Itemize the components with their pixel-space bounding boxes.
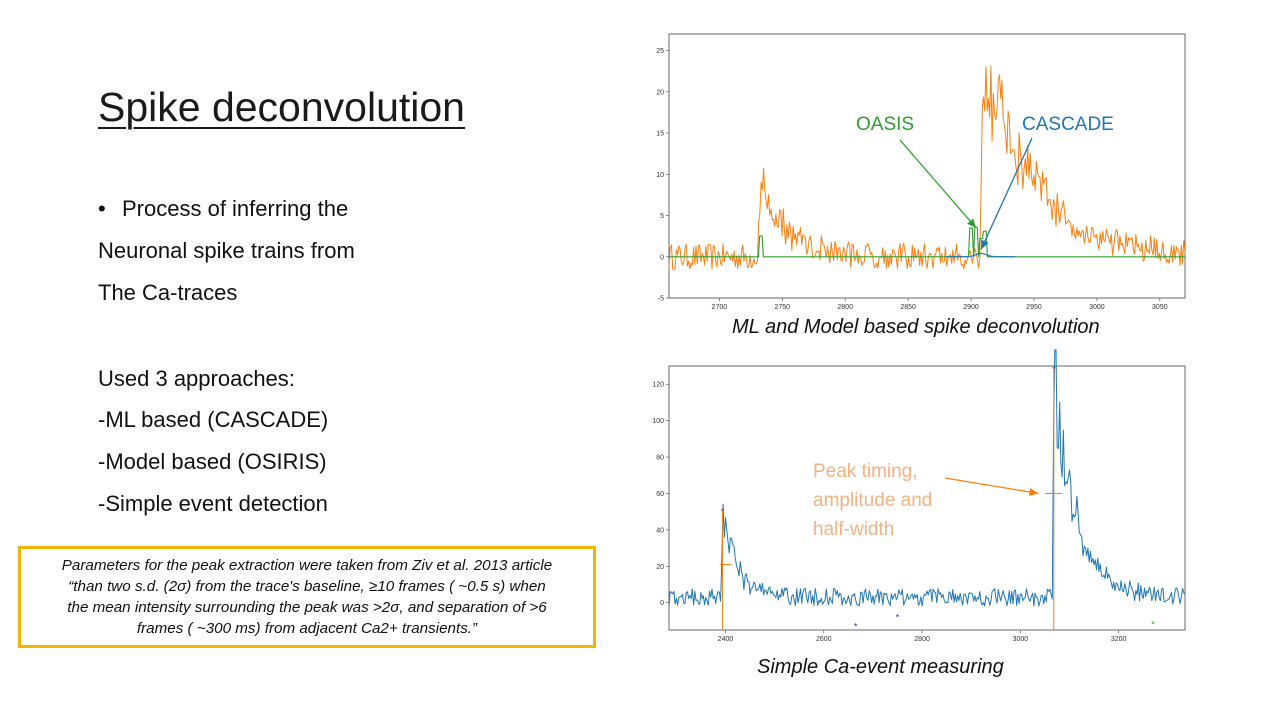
chart-1-xtick-label: 2900 (963, 304, 979, 311)
chart-2-frame (668, 365, 1186, 631)
chart-1-xtick-label: 3000 (1089, 304, 1105, 311)
bullet-line-3: The Ca-traces (98, 280, 238, 305)
quote-line-4: frames ( ~300 ms) from adjacent Ca2+ tra… (136, 620, 478, 637)
peak-annotation-arrow-head (1028, 488, 1039, 496)
chart-1-ytick-label: 15 (656, 131, 664, 138)
caption-top: ML and Model based spike deconvolution (732, 316, 1100, 338)
peak-annotation-line-3: half-width (813, 519, 894, 540)
approach-ml: -ML based (CASCADE) (98, 407, 329, 432)
chart-2-xtick-label: 3200 (1111, 636, 1127, 643)
chart-2-ytick-label: 20 (656, 564, 664, 571)
chart-1-ytick-label: 5 (660, 213, 664, 220)
cascade-label: CASCADE (1022, 114, 1114, 135)
chart-1-ytick-label: 0 (660, 254, 664, 261)
chart-2-ytick-label: 40 (656, 527, 664, 534)
chart-1-ytick-label: 10 (656, 172, 664, 179)
bullet-line-2: Neuronal spike trains from (98, 238, 355, 263)
bullet-dot: • (98, 196, 106, 221)
chart-2-series-trace (668, 349, 1186, 607)
peak-annotation-arrow-line (944, 477, 1039, 495)
chart-2-xtick-label: 3000 (1013, 636, 1029, 643)
chart-1-xtick-label: 3050 (1152, 304, 1168, 311)
quote-box: Parameters for the peak extraction were … (18, 546, 596, 648)
oasis-arrow-head (967, 218, 977, 228)
chart-2-ytick-label: 60 (656, 491, 664, 498)
peak-annotation-line-1: Peak timing, (813, 461, 918, 482)
chart-1-ytick-label: 25 (656, 48, 664, 55)
caption-bottom: Simple Ca-event measuring (757, 656, 1004, 678)
oasis-label: OASIS (856, 114, 914, 135)
quote-line-1: Parameters for the peak extraction were … (61, 557, 553, 574)
minimum-2-marker: * (1151, 620, 1155, 630)
chart-1-series-cascade (945, 252, 1016, 258)
quote-line-2: “than two s.d. (2σ) from the trace's bas… (68, 578, 546, 595)
chart-1-xtick-label: 2700 (712, 304, 728, 311)
chart-1-xtick-label: 2850 (900, 304, 916, 311)
approach-model: -Model based (OSIRIS) (98, 449, 327, 474)
chart-1-frame (668, 33, 1186, 299)
chart-2-ytick-label: 80 (656, 455, 664, 462)
chart-1-series-oasis (669, 226, 1185, 258)
minimum-0-marker: * (854, 621, 858, 631)
minimum-1-marker: * (896, 612, 900, 622)
chart-1-xtick-label: 2950 (1026, 304, 1042, 311)
peak-annotation-line-2: amplitude and (813, 490, 932, 511)
chart-1-ytick-label: -5 (658, 296, 664, 303)
oasis-arrow-line (899, 139, 977, 229)
chart-2-xtick-label: 2800 (914, 636, 930, 643)
approaches-heading: Used 3 approaches: (98, 366, 295, 391)
chart-2-xtick-label: 2400 (718, 636, 734, 643)
approach-event: -Simple event detection (98, 491, 328, 516)
cascade-arrow-line (980, 137, 1033, 250)
chart-2-ytick-label: 0 (660, 600, 664, 607)
chart-1-xtick-label: 2750 (774, 304, 790, 311)
chart-1-xtick-label: 2800 (837, 304, 853, 311)
chart-2-ytick-label: 100 (652, 418, 664, 425)
peak-0-marker: * (721, 507, 725, 517)
chart-1-ytick-label: 20 (656, 89, 664, 96)
chart-2-ytick-label: 120 (652, 382, 664, 389)
chart-1-series-raw-trace (668, 65, 1186, 271)
slide-title: Spike deconvolution (98, 84, 465, 130)
bullet-line-1: Process of inferring the (122, 196, 349, 221)
cascade-arrow-head (981, 239, 989, 250)
chart-2-xtick-label: 2600 (816, 636, 832, 643)
quote-line-3: the mean intensity surrounding the peak … (67, 599, 547, 616)
peak-1-marker: * (1052, 365, 1056, 375)
